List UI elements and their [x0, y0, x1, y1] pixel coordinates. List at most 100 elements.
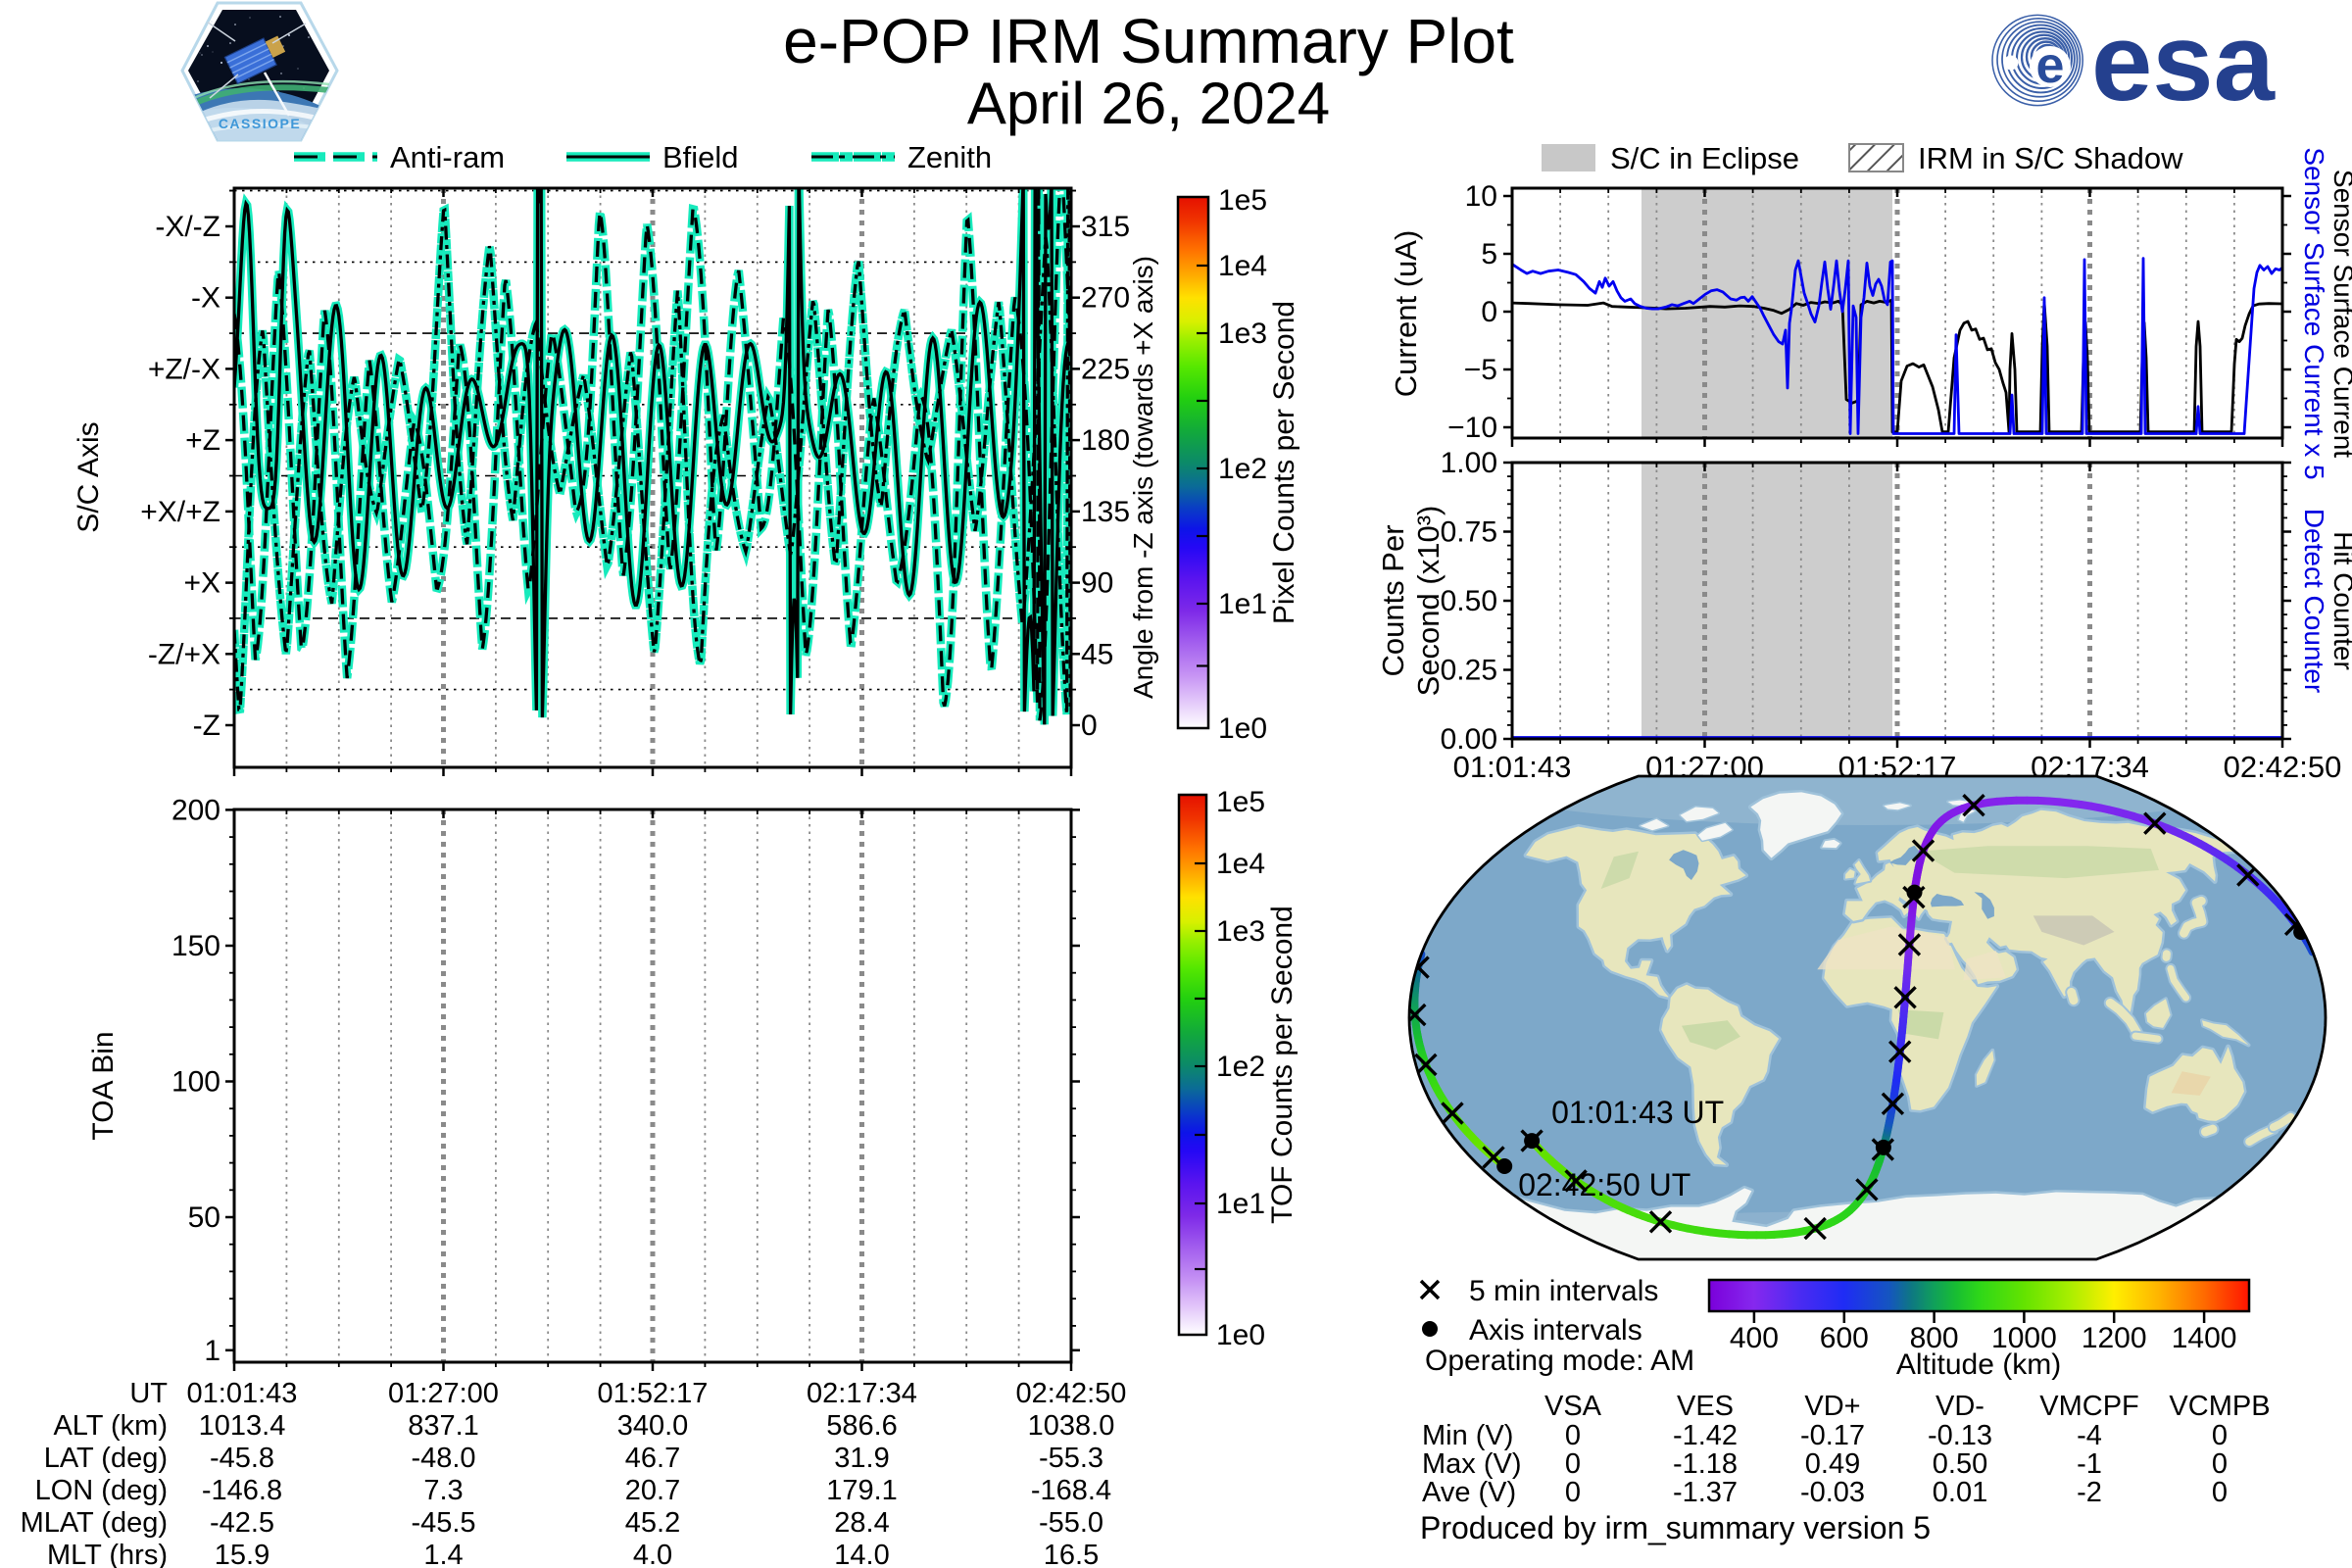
svg-text:270: 270: [1081, 282, 1130, 315]
svg-text:0.75: 0.75: [1441, 516, 1497, 549]
svg-text:-42.5: -42.5: [210, 1507, 274, 1539]
svg-text:179.1: 179.1: [826, 1475, 898, 1506]
svg-text:20.7: 20.7: [625, 1475, 680, 1506]
svg-text:-1: -1: [2077, 1448, 2102, 1480]
svg-text:Operating mode: AM: Operating mode: AM: [1425, 1345, 1694, 1377]
svg-text:5 min intervals: 5 min intervals: [1469, 1275, 1658, 1307]
svg-text:7.3: 7.3: [423, 1475, 463, 1506]
svg-text:0.01: 0.01: [1933, 1477, 1987, 1508]
svg-text:VD-: VD-: [1936, 1391, 1984, 1422]
svg-text:180: 180: [1081, 424, 1130, 457]
svg-text:-55.0: -55.0: [1039, 1507, 1103, 1539]
svg-text:-48.0: -48.0: [411, 1443, 475, 1474]
svg-text:1e3: 1e3: [1218, 318, 1267, 350]
svg-text:Max (V): Max (V): [1422, 1448, 1522, 1480]
svg-text:586.6: 586.6: [826, 1410, 898, 1442]
svg-text:0: 0: [2212, 1420, 2228, 1451]
svg-text:Min (V): Min (V): [1422, 1420, 1513, 1451]
svg-text:MLAT (deg): MLAT (deg): [21, 1507, 168, 1539]
svg-text:01:52:17: 01:52:17: [598, 1378, 709, 1409]
svg-text:1e1: 1e1: [1218, 588, 1267, 620]
svg-text:-2: -2: [2077, 1477, 2102, 1508]
svg-text:0: 0: [1565, 1477, 1581, 1508]
svg-text:VSA: VSA: [1544, 1391, 1602, 1422]
svg-text:01:01:43 UT: 01:01:43 UT: [1551, 1095, 1724, 1130]
svg-text:Sensor Surface Current: Sensor Surface Current: [2328, 170, 2352, 458]
svg-text:0: 0: [1081, 710, 1098, 742]
svg-text:0.00: 0.00: [1441, 723, 1497, 756]
svg-text:esa: esa: [2091, 1, 2276, 123]
svg-text:-0.03: -0.03: [1800, 1477, 1865, 1508]
svg-text:45: 45: [1081, 638, 1113, 670]
svg-text:02:42:50: 02:42:50: [2224, 750, 2342, 784]
svg-text:14.0: 14.0: [834, 1540, 889, 1568]
svg-text:28.4: 28.4: [834, 1507, 889, 1539]
svg-text:Current (uA): Current (uA): [1389, 230, 1423, 398]
svg-text:1e4: 1e4: [1216, 848, 1265, 880]
svg-text:0.49: 0.49: [1805, 1448, 1860, 1480]
svg-text:16.5: 16.5: [1044, 1540, 1099, 1568]
svg-text:Hit Counter: Hit Counter: [2328, 531, 2352, 670]
svg-text:01:01:43: 01:01:43: [1453, 750, 1572, 784]
svg-text:-0.17: -0.17: [1800, 1420, 1865, 1451]
svg-text:VCMPB: VCMPB: [2169, 1391, 2270, 1422]
svg-text:50: 50: [188, 1201, 220, 1234]
svg-text:-X/-Z: -X/-Z: [155, 211, 220, 243]
svg-text:1000: 1000: [1991, 1322, 2057, 1354]
svg-text:LON (deg): LON (deg): [35, 1475, 168, 1506]
svg-text:-146.8: -146.8: [202, 1475, 282, 1506]
svg-text:April 26, 2024: April 26, 2024: [967, 71, 1330, 136]
svg-text:0: 0: [1481, 296, 1497, 328]
svg-text:0: 0: [1565, 1420, 1581, 1451]
svg-text:100: 100: [172, 1066, 220, 1099]
svg-text:Produced by irm_summary versio: Produced by irm_summary version 5: [1420, 1510, 1931, 1545]
svg-text:1e2: 1e2: [1218, 453, 1267, 485]
svg-text:1013.4: 1013.4: [199, 1410, 286, 1442]
svg-text:400: 400: [1730, 1322, 1779, 1354]
svg-text:TOF Counts per Second: TOF Counts per Second: [1266, 906, 1298, 1224]
svg-text:200: 200: [172, 794, 220, 826]
svg-text:1038.0: 1038.0: [1028, 1410, 1115, 1442]
svg-text:-4: -4: [2077, 1420, 2102, 1451]
svg-text:46.7: 46.7: [625, 1443, 680, 1474]
svg-text:Bfield: Bfield: [662, 140, 739, 174]
svg-text:Angle from -Z axis (towards +X: Angle from -Z axis (towards +X axis): [1128, 256, 1158, 699]
svg-text:−5: −5: [1464, 354, 1497, 386]
svg-text:150: 150: [172, 930, 220, 962]
svg-text:S/C Axis: S/C Axis: [73, 421, 105, 532]
svg-text:1400: 1400: [2172, 1322, 2237, 1354]
svg-text:Ave (V): Ave (V): [1422, 1477, 1516, 1508]
svg-text:4.0: 4.0: [633, 1540, 672, 1568]
svg-text:MLT (hrs): MLT (hrs): [47, 1540, 168, 1568]
svg-text:UT: UT: [129, 1378, 168, 1409]
svg-text:02:17:34: 02:17:34: [807, 1378, 917, 1409]
svg-text:1e5: 1e5: [1216, 786, 1265, 818]
svg-text:Pixel Counts per Second: Pixel Counts per Second: [1268, 301, 1300, 624]
svg-text:31.9: 31.9: [834, 1443, 889, 1474]
svg-text:02:42:50: 02:42:50: [1016, 1378, 1127, 1409]
svg-text:1200: 1200: [2082, 1322, 2147, 1354]
svg-text:-1.18: -1.18: [1673, 1448, 1738, 1480]
svg-text:1e0: 1e0: [1216, 1319, 1265, 1351]
svg-text:1.00: 1.00: [1441, 447, 1497, 479]
svg-text:1e5: 1e5: [1218, 184, 1267, 217]
svg-text:0: 0: [1565, 1448, 1581, 1480]
svg-text:90: 90: [1081, 567, 1113, 600]
svg-text:VES: VES: [1677, 1391, 1734, 1422]
svg-text:-1.37: -1.37: [1673, 1477, 1738, 1508]
svg-text:Second (x10³): Second (x10³): [1411, 506, 1446, 697]
svg-text:+X/+Z: +X/+Z: [140, 496, 220, 528]
svg-text:10: 10: [1465, 180, 1497, 213]
svg-text:1e4: 1e4: [1218, 250, 1267, 282]
svg-text:-55.3: -55.3: [1039, 1443, 1103, 1474]
svg-text:ALT (km): ALT (km): [53, 1410, 168, 1442]
svg-text:0: 0: [2212, 1448, 2228, 1480]
svg-text:Detect Counter: Detect Counter: [2299, 509, 2329, 693]
svg-text:1: 1: [204, 1335, 220, 1367]
svg-text:15.9: 15.9: [215, 1540, 270, 1568]
svg-text:+X: +X: [183, 567, 220, 600]
svg-text:+Z: +Z: [185, 424, 220, 457]
svg-text:CASSIOPE: CASSIOPE: [219, 116, 301, 131]
svg-text:−10: −10: [1447, 412, 1497, 444]
svg-text:600: 600: [1820, 1322, 1869, 1354]
